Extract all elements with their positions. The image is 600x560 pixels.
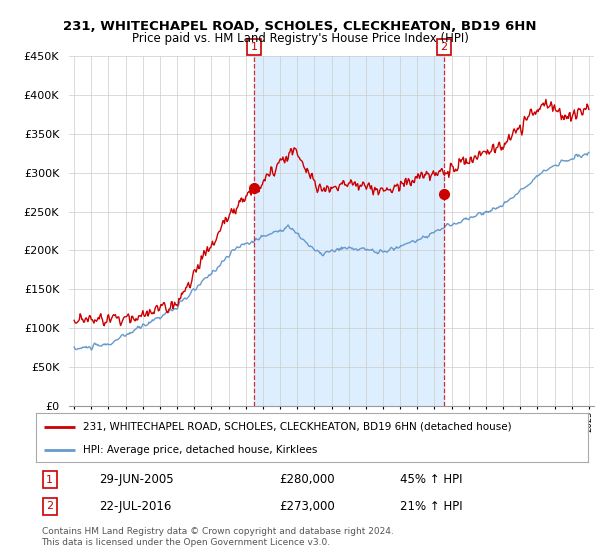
Text: 29-JUN-2005: 29-JUN-2005: [100, 473, 174, 486]
Text: 2: 2: [46, 501, 53, 511]
Text: 22-JUL-2016: 22-JUL-2016: [100, 500, 172, 513]
Text: £273,000: £273,000: [279, 500, 335, 513]
Text: 45% ↑ HPI: 45% ↑ HPI: [400, 473, 463, 486]
Text: HPI: Average price, detached house, Kirklees: HPI: Average price, detached house, Kirk…: [83, 445, 317, 455]
Text: 21% ↑ HPI: 21% ↑ HPI: [400, 500, 463, 513]
Text: 1: 1: [251, 42, 258, 52]
Text: 1: 1: [46, 474, 53, 484]
Text: Contains HM Land Registry data © Crown copyright and database right 2024.
This d: Contains HM Land Registry data © Crown c…: [41, 527, 393, 547]
Text: 231, WHITECHAPEL ROAD, SCHOLES, CLECKHEATON, BD19 6HN: 231, WHITECHAPEL ROAD, SCHOLES, CLECKHEA…: [63, 20, 537, 32]
Text: 2: 2: [440, 42, 448, 52]
Text: Price paid vs. HM Land Registry's House Price Index (HPI): Price paid vs. HM Land Registry's House …: [131, 32, 469, 45]
Text: £280,000: £280,000: [279, 473, 335, 486]
Text: 231, WHITECHAPEL ROAD, SCHOLES, CLECKHEATON, BD19 6HN (detached house): 231, WHITECHAPEL ROAD, SCHOLES, CLECKHEA…: [83, 422, 512, 432]
Bar: [254, 56, 444, 406]
